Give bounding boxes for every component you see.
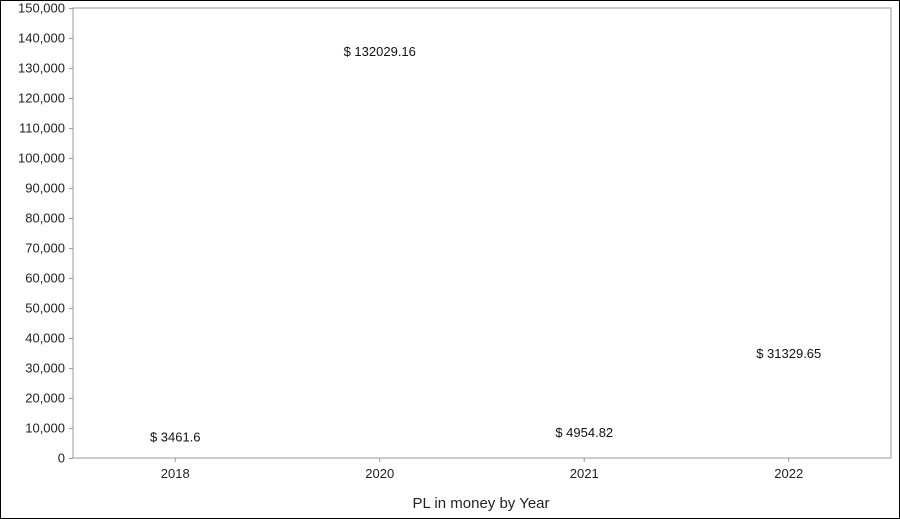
x-axis-title: PL in money by Year <box>412 495 549 512</box>
x-tick-label: 2018 <box>161 466 190 481</box>
x-tick-label: 2022 <box>774 466 803 481</box>
y-tick-label: 100,000 <box>18 151 65 166</box>
plot-area <box>72 7 892 459</box>
y-tick-label: 150,000 <box>18 1 65 16</box>
y-tick-label: 110,000 <box>19 121 65 136</box>
y-tick-label: 60,000 <box>25 271 65 286</box>
y-tick-label: 140,000 <box>18 31 65 46</box>
y-tick-label: 40,000 <box>25 331 65 346</box>
y-tick-label: 130,000 <box>18 61 65 76</box>
y-tick-label: 50,000 <box>25 301 65 316</box>
data-labels: $ 3461.6 $ 132029.16 $ 4954.82 $ 31329.65 <box>150 44 821 445</box>
y-tick-labels: 0 10,000 20,000 30,000 40,000 50,000 60,000 70,… <box>18 1 65 466</box>
y-tick-label: 20,000 <box>25 391 65 406</box>
y-tick-label: 10,000 <box>25 421 65 436</box>
x-tick-label: 2021 <box>570 466 599 481</box>
x-tick-labels: 2018 2020 2021 2022 <box>161 466 803 481</box>
x-tick-label: 2020 <box>365 466 394 481</box>
y-tick-label: 0 <box>58 451 65 466</box>
data-label: $ 31329.65 <box>756 346 821 361</box>
data-label: $ 132029.16 <box>344 44 416 59</box>
y-tick-label: 70,000 <box>25 241 65 256</box>
axes <box>69 7 892 462</box>
y-tick-label: 120,000 <box>18 91 65 106</box>
data-label: $ 3461.6 <box>150 430 201 445</box>
y-tick-label: 90,000 <box>25 181 65 196</box>
y-tick-label: 30,000 <box>25 361 65 376</box>
data-label: $ 4954.82 <box>555 425 613 440</box>
y-tick-label: 80,000 <box>25 211 65 226</box>
